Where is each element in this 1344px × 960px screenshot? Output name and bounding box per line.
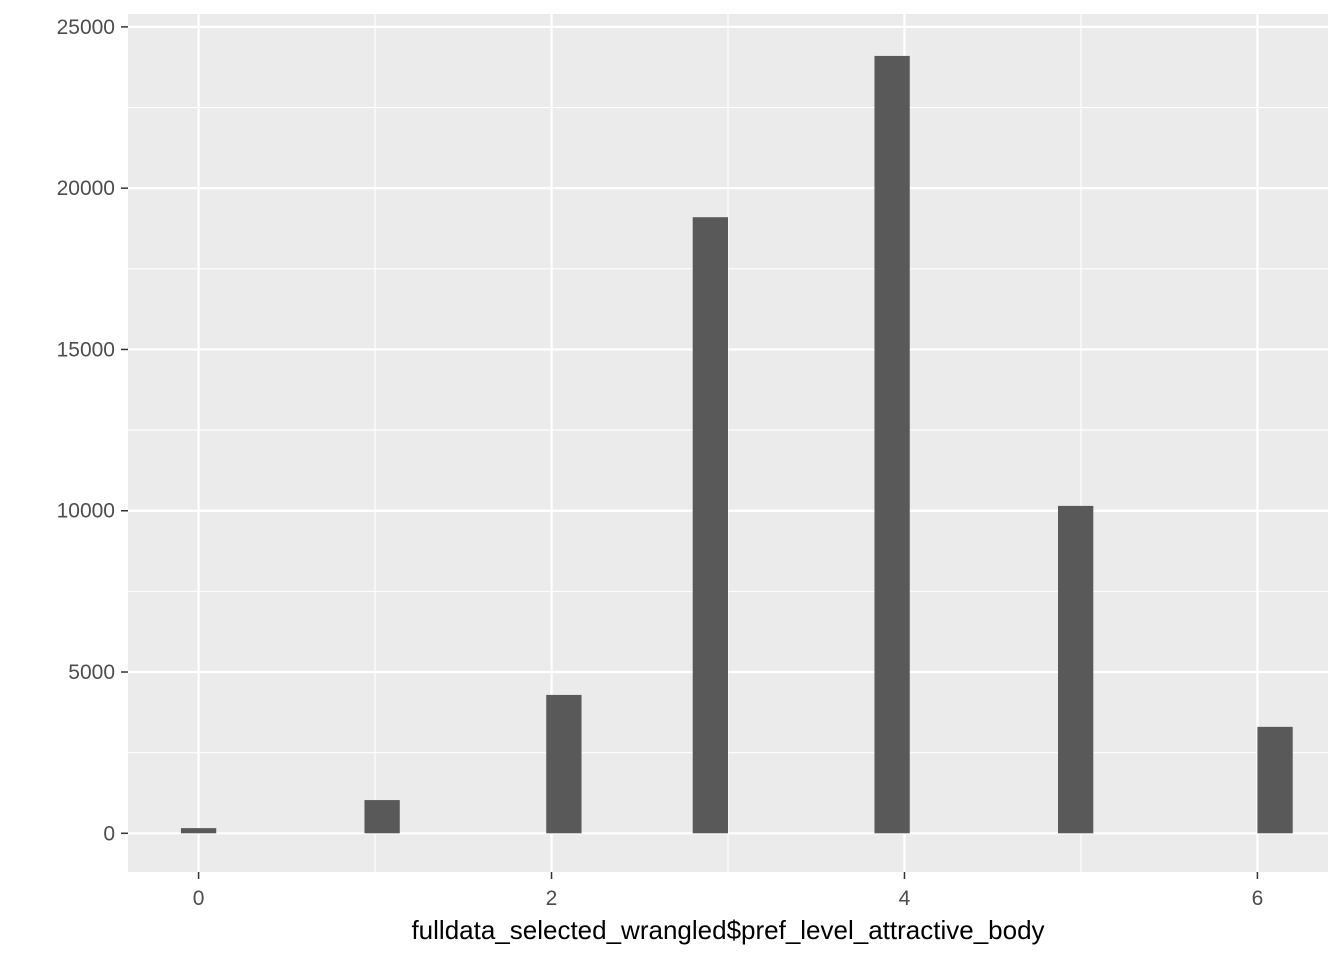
y-tick-label: 25000	[57, 16, 115, 39]
y-tick-label: 15000	[57, 338, 115, 361]
y-tick-label: 20000	[57, 177, 115, 200]
bar	[180, 828, 217, 834]
x-tick-label: 2	[546, 887, 558, 910]
y-tick-label: 0	[103, 822, 115, 845]
y-tick-label: 5000	[68, 661, 115, 684]
bar	[546, 694, 582, 834]
x-tick-label: 6	[1252, 887, 1264, 910]
bar	[1058, 505, 1094, 834]
bars	[180, 55, 1293, 834]
x-axis-title: fulldata_selected_wrangled$pref_level_at…	[411, 915, 1044, 945]
bar	[364, 800, 400, 834]
bar	[1257, 726, 1293, 834]
bar	[874, 55, 910, 834]
y-axis: 0 5000 10000 15000 20000 25000	[57, 16, 128, 845]
x-axis: 0 2 4 6	[193, 872, 1264, 910]
bar	[692, 217, 728, 834]
x-tick-label: 4	[899, 887, 911, 910]
x-tick-label: 0	[193, 887, 205, 910]
y-tick-label: 10000	[57, 500, 115, 523]
